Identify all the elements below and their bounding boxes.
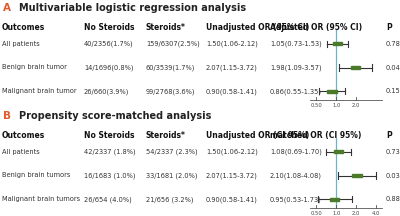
Text: 1.08(0.69-1.70): 1.08(0.69-1.70) bbox=[270, 148, 322, 155]
Text: 60/3539(1.7%): 60/3539(1.7%) bbox=[146, 64, 195, 71]
Text: A: A bbox=[3, 3, 11, 13]
Text: 16/1683 (1.0%): 16/1683 (1.0%) bbox=[84, 172, 136, 179]
Text: Benign brain tumors: Benign brain tumors bbox=[2, 173, 70, 178]
Text: 2.0: 2.0 bbox=[352, 103, 360, 108]
Text: 0.95(0.53-1.73): 0.95(0.53-1.73) bbox=[270, 196, 322, 203]
Text: Propensity score-matched analysis: Propensity score-matched analysis bbox=[19, 111, 212, 121]
Text: 0.88: 0.88 bbox=[386, 196, 400, 202]
Text: Multivariable logistic regression analysis: Multivariable logistic regression analys… bbox=[19, 3, 246, 13]
Text: P: P bbox=[386, 23, 392, 32]
Text: 1.05(0.73-1.53): 1.05(0.73-1.53) bbox=[270, 40, 322, 47]
Text: 0.50: 0.50 bbox=[310, 211, 322, 216]
Text: 0.86(0.55-1.35): 0.86(0.55-1.35) bbox=[270, 88, 322, 95]
Text: 40/2356(1.7%): 40/2356(1.7%) bbox=[84, 40, 134, 47]
Text: 2.0: 2.0 bbox=[352, 211, 360, 216]
Text: 99/2768(3.6%): 99/2768(3.6%) bbox=[146, 88, 196, 95]
Text: 0.15: 0.15 bbox=[386, 88, 400, 94]
Text: 1.98(1.09-3.57): 1.98(1.09-3.57) bbox=[270, 64, 322, 71]
Text: Unadjusted OR (CI 95%): Unadjusted OR (CI 95%) bbox=[206, 131, 309, 140]
Text: 26/660(3.9%): 26/660(3.9%) bbox=[84, 88, 129, 95]
FancyBboxPatch shape bbox=[352, 174, 362, 177]
Text: 1.0: 1.0 bbox=[332, 103, 340, 108]
Text: 14/1696(0.8%): 14/1696(0.8%) bbox=[84, 64, 134, 71]
Text: 4.0: 4.0 bbox=[372, 211, 380, 216]
Text: Malignant brain tumor: Malignant brain tumor bbox=[2, 88, 77, 94]
Text: Adjusted OR (95% CI): Adjusted OR (95% CI) bbox=[270, 23, 362, 32]
Text: 0.03: 0.03 bbox=[386, 173, 400, 178]
Text: No Steroids: No Steroids bbox=[84, 23, 134, 32]
Text: 2.07(1.15-3.72): 2.07(1.15-3.72) bbox=[206, 64, 258, 71]
Text: Outcomes: Outcomes bbox=[2, 131, 45, 140]
Text: 26/654 (4.0%): 26/654 (4.0%) bbox=[84, 196, 132, 203]
Text: All patients: All patients bbox=[2, 41, 40, 47]
Text: 0.78: 0.78 bbox=[386, 41, 400, 47]
Text: Steroids*: Steroids* bbox=[146, 131, 186, 140]
Text: Benign brain tumor: Benign brain tumor bbox=[2, 65, 67, 70]
Text: 2.10(1.08-4.08): 2.10(1.08-4.08) bbox=[270, 172, 322, 179]
Text: matched OR (CI 95%): matched OR (CI 95%) bbox=[270, 131, 361, 140]
Text: 0.90(0.58-1.41): 0.90(0.58-1.41) bbox=[206, 88, 258, 95]
Text: 54/2337 (2.3%): 54/2337 (2.3%) bbox=[146, 148, 198, 155]
Text: 33/1681 (2.0%): 33/1681 (2.0%) bbox=[146, 172, 198, 179]
Text: 0.50: 0.50 bbox=[310, 103, 322, 108]
Text: 2.07(1.15-3.72): 2.07(1.15-3.72) bbox=[206, 172, 258, 179]
Text: 1.50(1.06-2.12): 1.50(1.06-2.12) bbox=[206, 40, 258, 47]
Text: 0.04: 0.04 bbox=[386, 65, 400, 70]
Text: 159/6307(2.5%): 159/6307(2.5%) bbox=[146, 40, 200, 47]
Text: P: P bbox=[386, 131, 392, 140]
Text: Malignant brain tumors: Malignant brain tumors bbox=[2, 196, 80, 202]
FancyBboxPatch shape bbox=[351, 66, 360, 69]
FancyBboxPatch shape bbox=[330, 198, 340, 200]
FancyBboxPatch shape bbox=[327, 90, 337, 92]
Text: Unadjusted OR (95% CI): Unadjusted OR (95% CI) bbox=[206, 23, 309, 32]
FancyBboxPatch shape bbox=[334, 150, 343, 153]
Text: All patients: All patients bbox=[2, 149, 40, 155]
FancyBboxPatch shape bbox=[333, 43, 342, 45]
Text: 21/656 (3.2%): 21/656 (3.2%) bbox=[146, 196, 194, 203]
Text: Steroids*: Steroids* bbox=[146, 23, 186, 32]
Text: 1.50(1.06-2.12): 1.50(1.06-2.12) bbox=[206, 148, 258, 155]
Text: B: B bbox=[3, 111, 11, 121]
Text: 1.0: 1.0 bbox=[332, 211, 340, 216]
Text: Outcomes: Outcomes bbox=[2, 23, 45, 32]
Text: 0.90(0.58-1.41): 0.90(0.58-1.41) bbox=[206, 196, 258, 203]
Text: No Steroids: No Steroids bbox=[84, 131, 134, 140]
Text: 42/2337 (1.8%): 42/2337 (1.8%) bbox=[84, 148, 136, 155]
Text: 0.73: 0.73 bbox=[386, 149, 400, 155]
